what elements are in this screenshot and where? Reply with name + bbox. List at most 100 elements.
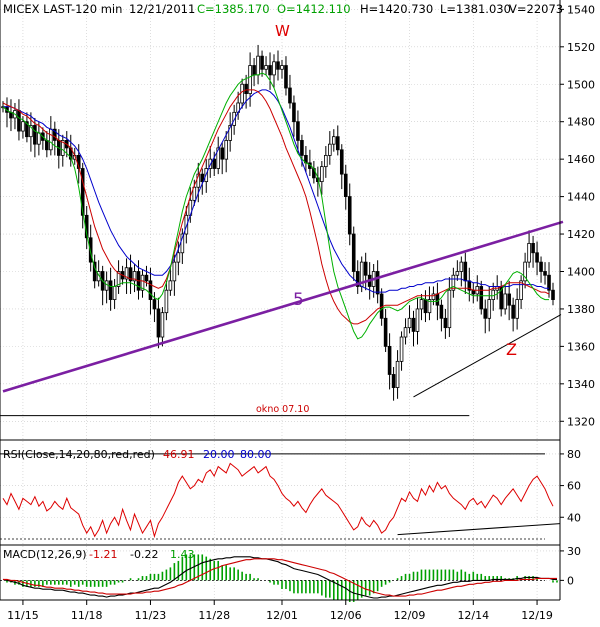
macd-y-ticks: 0 30 bbox=[560, 545, 581, 587]
macd-signal-value: -0.22 bbox=[130, 548, 158, 561]
grid bbox=[0, 0, 560, 600]
candle-body bbox=[88, 237, 93, 263]
candle-body bbox=[431, 293, 436, 300]
price-y-tick-label: 1440 bbox=[567, 191, 595, 204]
candle-body bbox=[224, 140, 228, 160]
macd-hist-value: 1.43 bbox=[170, 548, 195, 561]
candle-body bbox=[443, 317, 448, 329]
candle-body bbox=[37, 132, 41, 145]
date-label: 12/21/2011 bbox=[129, 2, 195, 16]
candle-body bbox=[112, 286, 117, 300]
candle-body bbox=[320, 166, 324, 183]
candle-body bbox=[292, 102, 296, 123]
wave-5-label: 5 bbox=[293, 290, 304, 310]
rsi-y-tick-label: 80 bbox=[567, 448, 581, 461]
candle-body bbox=[140, 274, 145, 291]
ma-fast-line bbox=[2, 72, 549, 340]
candle-body bbox=[96, 271, 101, 282]
candle-body bbox=[415, 308, 420, 332]
candle-body bbox=[395, 360, 400, 388]
ma-slow-line bbox=[3, 89, 549, 293]
candle-body bbox=[264, 65, 268, 70]
x-tick-label: 12/19 bbox=[521, 609, 553, 622]
candle-body bbox=[455, 271, 460, 276]
wave-w-label: W bbox=[275, 22, 290, 40]
close-label: C=1385.170 bbox=[197, 2, 270, 16]
candle-body bbox=[551, 289, 555, 300]
candle-body bbox=[339, 149, 344, 175]
candle-body bbox=[527, 243, 531, 263]
candle-body bbox=[487, 299, 492, 319]
candle-body bbox=[268, 65, 272, 76]
rsi-y-tick-label: 40 bbox=[567, 511, 581, 524]
candle-body bbox=[260, 55, 264, 70]
macd-histogram bbox=[6, 554, 558, 602]
macd-y-tick-label: 0 bbox=[567, 574, 574, 587]
candle-body bbox=[463, 261, 468, 282]
candle-body bbox=[435, 293, 440, 306]
candle-body bbox=[335, 136, 340, 151]
candle-body bbox=[196, 173, 201, 188]
x-tick-label: 11/15 bbox=[7, 609, 39, 622]
candle-body bbox=[387, 345, 392, 375]
candle-body bbox=[519, 280, 523, 300]
candle-body bbox=[45, 140, 49, 151]
support-trendline bbox=[413, 314, 562, 398]
candle-body bbox=[399, 336, 404, 362]
candle-body bbox=[148, 280, 153, 300]
candle-body bbox=[60, 140, 65, 156]
candle-body bbox=[108, 280, 113, 300]
rsi-low-level: 20.00 bbox=[203, 448, 235, 461]
candle-body bbox=[403, 327, 408, 338]
wave-z-label: Z bbox=[506, 340, 517, 359]
candle-body bbox=[479, 286, 484, 310]
candle-body bbox=[407, 317, 412, 329]
candle-body bbox=[248, 65, 252, 95]
x-tick-label: 11/23 bbox=[135, 609, 167, 622]
price-y-tick-label: 1400 bbox=[567, 265, 595, 278]
candle-body bbox=[427, 299, 432, 314]
x-tick-label: 11/28 bbox=[198, 609, 230, 622]
candle-body bbox=[503, 293, 507, 310]
candle-body bbox=[515, 299, 519, 319]
price-y-tick-label: 1380 bbox=[567, 303, 595, 316]
x-axis: 11/15 11/18 11/23 11/28 12/01 12/06 12/09 12/14… bbox=[0, 599, 560, 622]
candle-body bbox=[124, 267, 129, 280]
candle-body bbox=[511, 304, 515, 319]
candle-body bbox=[331, 136, 336, 145]
candle-body bbox=[547, 274, 551, 291]
candle-body bbox=[17, 110, 21, 132]
rsi-line bbox=[0, 453, 561, 540]
candle-body bbox=[160, 312, 165, 338]
candle-body bbox=[423, 299, 428, 314]
candle-body bbox=[391, 374, 396, 388]
candle-body bbox=[451, 274, 456, 291]
x-tick-label: 12/14 bbox=[457, 609, 489, 622]
candle-body bbox=[439, 304, 444, 319]
candle-body bbox=[132, 271, 137, 282]
macd-panel: 0 30 bbox=[0, 545, 581, 602]
candle-body bbox=[328, 143, 332, 156]
candle-body bbox=[92, 261, 97, 282]
candle-body bbox=[172, 261, 177, 282]
rsi-high-level: 80.00 bbox=[240, 448, 272, 461]
price-panel: 1320 1340 1360 1380 1400 1420 1440 1460 1480 1500… bbox=[0, 3, 595, 428]
price-y-tick-label: 1500 bbox=[567, 78, 595, 91]
price-y-tick-label: 1520 bbox=[567, 41, 595, 54]
macd-signal-line bbox=[3, 558, 557, 597]
price-y-tick-label: 1460 bbox=[567, 153, 595, 166]
candle-body bbox=[419, 299, 424, 310]
candle-body bbox=[531, 243, 535, 254]
candle-body bbox=[244, 83, 248, 95]
candle-body bbox=[184, 214, 189, 235]
candle-body bbox=[168, 280, 173, 291]
candle-body bbox=[351, 233, 356, 272]
candle-body bbox=[355, 271, 360, 287]
x-tick-label: 11/18 bbox=[71, 609, 103, 622]
rsi-y-tick-label: 60 bbox=[567, 480, 581, 493]
candle-body bbox=[228, 125, 232, 141]
candle-body bbox=[483, 308, 488, 319]
candle-body bbox=[116, 271, 121, 287]
rsi-title: RSI(Close,14,20,80,red,red) bbox=[3, 448, 155, 461]
